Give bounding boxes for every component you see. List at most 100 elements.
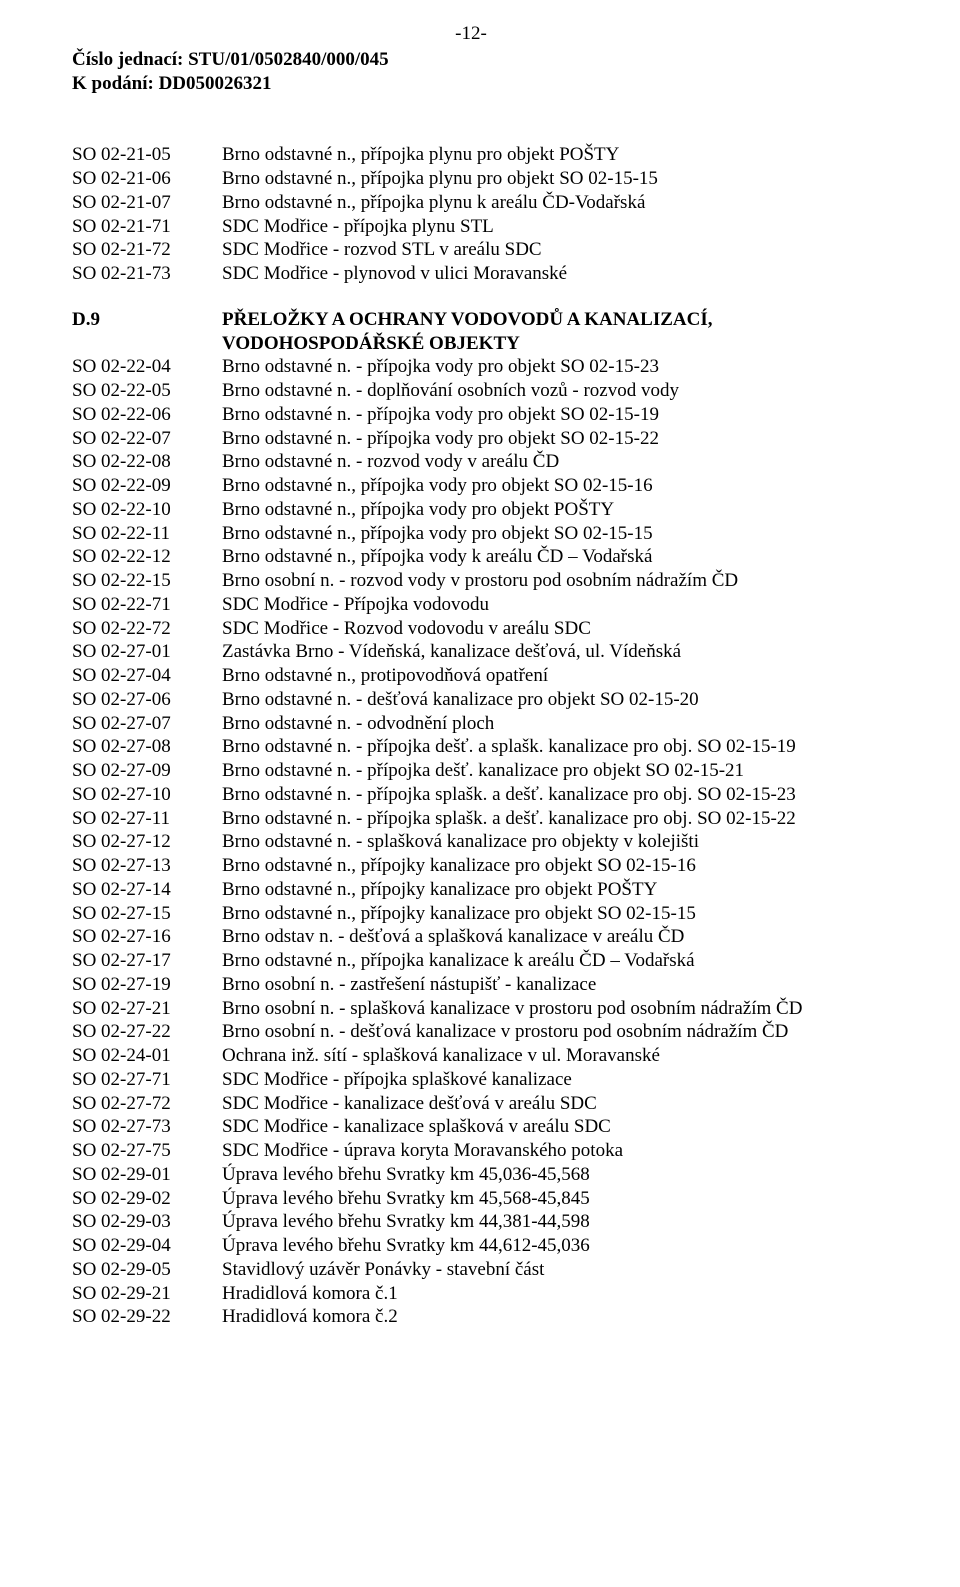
table-row: SO 02-27-75SDC Modřice - úprava koryta M…: [72, 1139, 870, 1163]
entry-description: Brno odstavné n., přípojka vody pro obje…: [222, 498, 870, 522]
entry-code: SO 02-21-72: [72, 238, 222, 262]
table-row: SO 02-21-71SDC Modřice - přípojka plynu …: [72, 215, 870, 239]
entry-description: SDC Modřice - úprava koryta Moravanského…: [222, 1139, 870, 1163]
entry-description: Brno odstavné n. - odvodnění ploch: [222, 712, 870, 736]
table-row: SO 02-27-17Brno odstavné n., přípojka ka…: [72, 949, 870, 973]
table-row: SO 02-27-12Brno odstavné n. - splašková …: [72, 830, 870, 854]
table-row: SO 02-22-09Brno odstavné n., přípojka vo…: [72, 474, 870, 498]
table-row: SO 02-27-08Brno odstavné n. - přípojka d…: [72, 735, 870, 759]
entry-code: SO 02-22-06: [72, 403, 222, 427]
entry-description: Brno odstavné n. - splašková kanalizace …: [222, 830, 870, 854]
table-row: SO 02-27-06Brno odstavné n. - dešťová ka…: [72, 688, 870, 712]
entry-code: SO 02-29-03: [72, 1210, 222, 1234]
entry-code: SO 02-22-04: [72, 355, 222, 379]
entry-description: Brno odstav n. - dešťová a splašková kan…: [222, 925, 870, 949]
entry-code: SO 02-27-17: [72, 949, 222, 973]
entry-description: Úprava levého břehu Svratky km 45,036-45…: [222, 1163, 870, 1187]
table-row: SO 02-29-04Úprava levého břehu Svratky k…: [72, 1234, 870, 1258]
entry-description: Brno odstavné n., přípojka plynu k areál…: [222, 191, 870, 215]
entry-code: SO 02-27-22: [72, 1020, 222, 1044]
entry-description: SDC Modřice - plynovod v ulici Moravansk…: [222, 262, 870, 286]
entry-description: Úprava levého břehu Svratky km 44,381-44…: [222, 1210, 870, 1234]
entry-code: SO 02-22-10: [72, 498, 222, 522]
entry-description: Brno odstavné n. - přípojka vody pro obj…: [222, 355, 870, 379]
table-row: SO 02-27-22Brno osobní n. - dešťová kana…: [72, 1020, 870, 1044]
table-row: SO 02-29-03Úprava levého břehu Svratky k…: [72, 1210, 870, 1234]
entry-code: SO 02-27-21: [72, 997, 222, 1021]
section-code-spacer: [72, 332, 222, 356]
entry-description: Hradidlová komora č.1: [222, 1282, 870, 1306]
entry-description: SDC Modřice - Přípojka vodovodu: [222, 593, 870, 617]
table-row: SO 02-27-16Brno odstav n. - dešťová a sp…: [72, 925, 870, 949]
entry-code: SO 02-27-16: [72, 925, 222, 949]
entry-code: SO 02-21-71: [72, 215, 222, 239]
entry-description: Stavidlový uzávěr Ponávky - stavební čás…: [222, 1258, 870, 1282]
entry-code: SO 02-27-13: [72, 854, 222, 878]
entry-code: SO 02-29-02: [72, 1187, 222, 1211]
entry-description: Brno odstavné n. - přípojka dešť. a spla…: [222, 735, 870, 759]
entry-code: SO 02-29-05: [72, 1258, 222, 1282]
entries-block-1: SO 02-21-05Brno odstavné n., přípojka pl…: [72, 143, 870, 286]
table-row: SO 02-22-71SDC Modřice - Přípojka vodovo…: [72, 593, 870, 617]
table-row: SO 02-21-07Brno odstavné n., přípojka pl…: [72, 191, 870, 215]
entry-description: SDC Modřice - kanalizace dešťová v areál…: [222, 1092, 870, 1116]
table-row: SO 02-29-22Hradidlová komora č.2: [72, 1305, 870, 1329]
entry-code: SO 02-27-12: [72, 830, 222, 854]
entry-code: SO 02-27-01: [72, 640, 222, 664]
table-row: SO 02-27-13Brno odstavné n., přípojky ka…: [72, 854, 870, 878]
table-row: SO 02-21-73SDC Modřice - plynovod v ulic…: [72, 262, 870, 286]
document-header: Číslo jednací: STU/01/0502840/000/045 K …: [72, 48, 870, 96]
entry-code: SO 02-27-75: [72, 1139, 222, 1163]
entry-code: SO 02-29-22: [72, 1305, 222, 1329]
entry-description: Brno odstavné n., protipovodňová opatřen…: [222, 664, 870, 688]
entry-code: SO 02-29-04: [72, 1234, 222, 1258]
section-heading-row: D.9 PŘELOŽKY A OCHRANY VODOVODŮ A KANALI…: [72, 308, 870, 332]
entry-description: SDC Modřice - přípojka splaškové kanaliz…: [222, 1068, 870, 1092]
table-row: SO 02-22-04Brno odstavné n. - přípojka v…: [72, 355, 870, 379]
table-row: SO 02-22-08Brno odstavné n. - rozvod vod…: [72, 450, 870, 474]
entry-description: SDC Modřice - Rozvod vodovodu v areálu S…: [222, 617, 870, 641]
entry-description: Brno odstavné n., přípojka plynu pro obj…: [222, 167, 870, 191]
entry-description: Úprava levého břehu Svratky km 45,568-45…: [222, 1187, 870, 1211]
section-heading-row-2: VODOHOSPODÁŘSKÉ OBJEKTY: [72, 332, 870, 356]
entry-description: Brno odstavné n. - rozvod vody v areálu …: [222, 450, 870, 474]
entry-description: Brno odstavné n., přípojky kanalizace pr…: [222, 902, 870, 926]
entry-description: Zastávka Brno - Vídeňská, kanalizace deš…: [222, 640, 870, 664]
table-row: SO 02-27-10Brno odstavné n. - přípojka s…: [72, 783, 870, 807]
section-title-line-2: VODOHOSPODÁŘSKÉ OBJEKTY: [222, 332, 870, 356]
entry-code: SO 02-21-07: [72, 191, 222, 215]
entry-code: SO 02-27-07: [72, 712, 222, 736]
entry-code: SO 02-24-01: [72, 1044, 222, 1068]
entry-description: SDC Modřice - rozvod STL v areálu SDC: [222, 238, 870, 262]
table-row: SO 02-22-12Brno odstavné n., přípojka vo…: [72, 545, 870, 569]
table-row: SO 02-21-72SDC Modřice - rozvod STL v ar…: [72, 238, 870, 262]
table-row: SO 02-29-01Úprava levého břehu Svratky k…: [72, 1163, 870, 1187]
entry-code: SO 02-27-04: [72, 664, 222, 688]
table-row: SO 02-22-07Brno odstavné n. - přípojka v…: [72, 427, 870, 451]
entry-code: SO 02-22-12: [72, 545, 222, 569]
table-row: SO 02-22-10Brno odstavné n., přípojka vo…: [72, 498, 870, 522]
entry-code: SO 02-27-19: [72, 973, 222, 997]
table-row: SO 02-21-05Brno odstavné n., přípojka pl…: [72, 143, 870, 167]
entry-code: SO 02-22-15: [72, 569, 222, 593]
entry-description: Brno odstavné n., přípojka plynu pro obj…: [222, 143, 870, 167]
entry-code: SO 02-22-08: [72, 450, 222, 474]
entry-code: SO 02-27-09: [72, 759, 222, 783]
entry-code: SO 02-21-05: [72, 143, 222, 167]
entry-code: SO 02-27-14: [72, 878, 222, 902]
entry-description: Brno odstavné n. - přípojka dešť. kanali…: [222, 759, 870, 783]
table-row: SO 02-27-15Brno odstavné n., přípojky ka…: [72, 902, 870, 926]
table-row: SO 02-22-05Brno odstavné n. - doplňování…: [72, 379, 870, 403]
entry-code: SO 02-21-06: [72, 167, 222, 191]
table-row: SO 02-27-07Brno odstavné n. - odvodnění …: [72, 712, 870, 736]
entry-description: Brno osobní n. - dešťová kanalizace v pr…: [222, 1020, 870, 1044]
table-row: SO 02-27-71SDC Modřice - přípojka splašk…: [72, 1068, 870, 1092]
header-line-2: K podání: DD050026321: [72, 72, 870, 96]
table-row: SO 02-27-21Brno osobní n. - splašková ka…: [72, 997, 870, 1021]
entry-description: Brno odstavné n., přípojka kanalizace k …: [222, 949, 870, 973]
table-row: SO 02-27-09Brno odstavné n. - přípojka d…: [72, 759, 870, 783]
entry-code: SO 02-27-72: [72, 1092, 222, 1116]
entry-code: SO 02-27-73: [72, 1115, 222, 1139]
entry-code: SO 02-22-72: [72, 617, 222, 641]
table-row: SO 02-22-72SDC Modřice - Rozvod vodovodu…: [72, 617, 870, 641]
